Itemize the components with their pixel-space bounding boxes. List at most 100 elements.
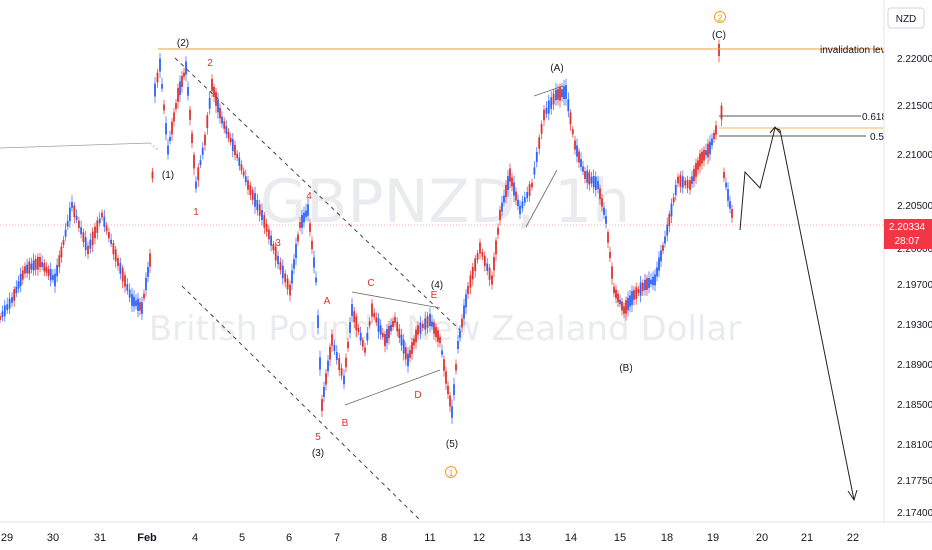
wave-label-major: (1) bbox=[162, 170, 174, 181]
time-tick-label: 6 bbox=[286, 532, 292, 544]
currency-label: NZD bbox=[896, 14, 917, 25]
candle-body bbox=[291, 270, 293, 284]
candle-body bbox=[167, 145, 169, 155]
candle-body bbox=[96, 220, 99, 233]
candle-body bbox=[409, 350, 411, 358]
candle-body bbox=[674, 184, 677, 195]
last-price-value: 2.20334 bbox=[889, 222, 926, 233]
candle-body bbox=[664, 236, 666, 244]
candle-body bbox=[319, 357, 321, 370]
fib-5-label: 0.5 bbox=[870, 132, 884, 143]
candle-body bbox=[161, 83, 163, 89]
candle-body bbox=[538, 137, 541, 149]
candle-body bbox=[43, 263, 46, 272]
candle-body bbox=[635, 287, 638, 299]
candle-series bbox=[0, 39, 733, 424]
time-tick-label: 30 bbox=[47, 532, 59, 544]
candle-body bbox=[211, 78, 213, 92]
candle-body bbox=[251, 190, 254, 200]
candle-body bbox=[384, 333, 386, 347]
candle-body bbox=[547, 100, 550, 114]
candle-body bbox=[91, 231, 94, 246]
wave-label-minor: C bbox=[367, 278, 374, 289]
candle-body bbox=[613, 286, 615, 294]
candle-body bbox=[574, 140, 576, 150]
candle-body bbox=[54, 273, 56, 287]
candle-body bbox=[718, 43, 720, 56]
candle-body bbox=[453, 384, 455, 396]
candle-body bbox=[715, 125, 717, 135]
candle-body bbox=[60, 246, 63, 258]
candle-body bbox=[208, 97, 211, 109]
candle-body bbox=[720, 105, 723, 120]
countdown-timer: 28:07 bbox=[894, 236, 919, 247]
candle-body bbox=[507, 176, 509, 190]
candle-body bbox=[619, 299, 621, 305]
price-tick-label: 2.19300 bbox=[897, 320, 932, 331]
price-axis[interactable] bbox=[884, 0, 932, 522]
candle-body bbox=[258, 204, 261, 216]
candle-body bbox=[199, 160, 202, 165]
candle-body bbox=[349, 322, 351, 333]
candle-body bbox=[677, 176, 679, 184]
candle-body bbox=[135, 300, 137, 306]
candle-body bbox=[517, 199, 519, 207]
candle-body bbox=[272, 244, 275, 251]
candle-body bbox=[729, 201, 731, 209]
candle-body bbox=[615, 289, 617, 299]
candle-body bbox=[263, 215, 266, 228]
candle-body bbox=[175, 103, 177, 109]
channel-upper-line bbox=[174, 57, 461, 331]
candle-body bbox=[481, 252, 484, 257]
candle-body bbox=[364, 347, 366, 353]
candle-body bbox=[3, 305, 6, 317]
candle-body bbox=[89, 239, 92, 249]
candle-body bbox=[417, 325, 419, 335]
time-tick-label: 11 bbox=[424, 532, 435, 544]
candle-body bbox=[270, 235, 272, 246]
candle-body bbox=[145, 277, 147, 291]
candle-body bbox=[229, 137, 232, 143]
candle-body bbox=[713, 133, 715, 139]
price-ticks: 2.22000 2.21500 2.21000 2.20500 2.20000 2.197… bbox=[897, 54, 932, 519]
candle-body bbox=[621, 301, 623, 311]
candle-body bbox=[398, 328, 401, 338]
currency-badge[interactable] bbox=[887, 7, 925, 29]
time-axis[interactable] bbox=[0, 522, 932, 550]
candle-body bbox=[582, 166, 584, 172]
candle-body bbox=[686, 179, 689, 189]
candle-body bbox=[586, 170, 589, 183]
candle-body bbox=[727, 189, 729, 201]
candle-body bbox=[469, 275, 472, 288]
candle-body bbox=[597, 181, 599, 189]
candle-body bbox=[388, 325, 390, 339]
candle-body bbox=[238, 157, 241, 166]
candle-body bbox=[331, 334, 333, 346]
candle-body bbox=[375, 317, 378, 323]
candle-body bbox=[301, 214, 303, 228]
candle-body bbox=[476, 253, 479, 260]
candle-body bbox=[631, 291, 633, 305]
candle-body bbox=[78, 220, 80, 228]
candle-body bbox=[471, 267, 474, 280]
candle-body bbox=[557, 89, 559, 100]
candle-body bbox=[407, 353, 409, 367]
candle-body bbox=[204, 134, 206, 146]
candle-body bbox=[723, 172, 725, 179]
time-tick-label: 21 bbox=[801, 532, 813, 544]
candle-body bbox=[163, 104, 165, 111]
candle-body bbox=[701, 151, 703, 164]
time-tick-label: 20 bbox=[756, 532, 768, 544]
candle-body bbox=[580, 159, 582, 167]
candle-body bbox=[662, 245, 664, 251]
candle-body bbox=[289, 284, 291, 296]
candle-body bbox=[576, 145, 578, 157]
candle-body bbox=[8, 298, 11, 309]
circle-1-label: 1 bbox=[448, 468, 453, 478]
candle-body bbox=[415, 329, 417, 343]
price-tick-label: 2.22000 bbox=[897, 54, 932, 65]
candle-body bbox=[563, 86, 565, 99]
candle-body bbox=[650, 279, 652, 285]
wave-label-minor: 3 bbox=[275, 238, 281, 249]
